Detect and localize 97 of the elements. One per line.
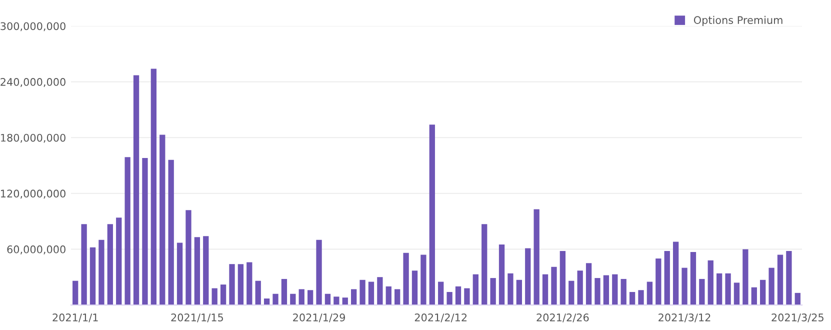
x-tick-label: 2021/1/15	[171, 314, 223, 322]
bar	[656, 258, 662, 305]
bar	[186, 210, 192, 305]
bar	[81, 224, 87, 305]
bar	[133, 75, 140, 305]
bar	[98, 240, 104, 305]
bar	[690, 252, 696, 305]
bar	[403, 252, 409, 305]
bar	[360, 280, 366, 305]
bar	[455, 286, 462, 305]
bar	[751, 287, 757, 305]
bar	[482, 224, 488, 305]
bar	[264, 298, 270, 305]
y-tick-label: 300,000,000	[0, 22, 66, 32]
bar	[620, 278, 626, 305]
bar	[708, 260, 714, 305]
bar	[176, 242, 183, 305]
bar	[542, 274, 548, 305]
x-tick-label: 2021/2/12	[414, 314, 467, 322]
bar	[516, 280, 522, 305]
x-tick-label: 2021/3/25	[772, 314, 824, 322]
bar	[229, 264, 235, 305]
bar	[586, 263, 592, 305]
bar	[646, 282, 653, 305]
bar	[160, 134, 166, 305]
x-tick-label: 2021/1/29	[293, 314, 345, 322]
bar	[498, 244, 505, 305]
bar	[168, 160, 174, 305]
bar	[768, 268, 774, 305]
bar	[472, 274, 478, 305]
bar	[255, 280, 261, 305]
bar	[212, 288, 218, 305]
y-tick-label: 60,000,000	[7, 245, 66, 254]
bar	[342, 298, 348, 305]
bar	[603, 275, 610, 305]
bar	[438, 282, 444, 305]
bar	[368, 282, 374, 305]
bar	[107, 224, 113, 305]
bar	[203, 236, 209, 305]
bar	[272, 294, 278, 305]
y-tick-label: 180,000,000	[1, 134, 66, 143]
bar	[777, 254, 784, 305]
bar	[377, 277, 383, 305]
bar	[429, 124, 435, 305]
bar	[534, 209, 540, 305]
bar	[324, 294, 331, 305]
bar	[682, 268, 688, 305]
bar	[116, 218, 122, 305]
x-tick-label: 2021/2/26	[536, 314, 589, 322]
bar	[612, 274, 618, 305]
bar	[672, 242, 679, 305]
bar	[194, 237, 200, 305]
legend-label: Options Premium	[694, 16, 782, 26]
bar	[699, 278, 705, 305]
bar	[420, 254, 426, 305]
bar	[394, 289, 400, 305]
bar	[560, 251, 566, 305]
bar	[298, 289, 304, 305]
bar	[124, 157, 130, 305]
bar	[150, 68, 156, 305]
bar	[629, 292, 636, 305]
bar	[307, 290, 314, 305]
y-tick-label: 120,000,000	[1, 190, 66, 199]
bar	[246, 262, 252, 305]
bar	[290, 294, 296, 305]
bar	[446, 292, 452, 305]
bar	[725, 273, 731, 305]
bar	[734, 282, 740, 305]
bar	[551, 266, 557, 305]
bar	[464, 288, 470, 305]
bar	[90, 247, 96, 305]
bar	[716, 273, 722, 305]
bar	[568, 280, 574, 305]
bar	[664, 251, 670, 305]
bar	[72, 280, 78, 305]
y-tick-label: 240,000,000	[0, 78, 66, 87]
bar	[316, 240, 322, 305]
bar	[351, 289, 357, 305]
bar	[412, 270, 418, 305]
bar	[760, 280, 766, 305]
x-tick-label: 2021/1/1	[52, 314, 98, 322]
bar	[490, 278, 496, 305]
bar	[794, 292, 800, 305]
x-tick-label: 2021/3/12	[658, 314, 710, 322]
bar	[281, 278, 288, 305]
bar	[334, 296, 340, 305]
bar	[386, 286, 392, 305]
bar	[238, 264, 244, 305]
bar	[508, 273, 514, 305]
bar	[577, 270, 583, 305]
bar	[638, 290, 644, 305]
bar	[525, 248, 531, 305]
bar	[742, 249, 748, 305]
bar	[786, 251, 792, 305]
bar	[142, 158, 148, 305]
bar	[594, 278, 600, 305]
bar	[220, 284, 226, 305]
